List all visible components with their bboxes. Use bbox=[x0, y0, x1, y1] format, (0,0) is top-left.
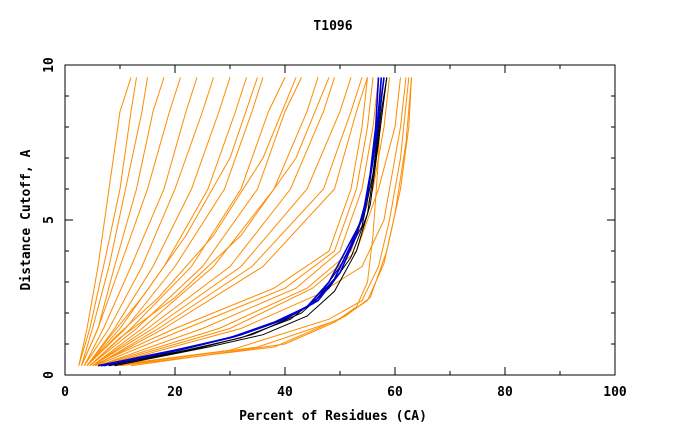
y-axis: 0 5 10 bbox=[42, 57, 615, 379]
x-tick-label: 100 bbox=[603, 385, 627, 400]
x-axis-label: Percent of Residues (CA) bbox=[239, 409, 427, 424]
series-line-models-steep-13 bbox=[92, 77, 335, 367]
series-line-models-steep-6 bbox=[83, 77, 214, 366]
series-line-models-steep-12 bbox=[92, 77, 319, 367]
x-tick-label: 0 bbox=[61, 385, 69, 400]
series-line-reference-32 bbox=[114, 77, 388, 367]
series-line-models-steep-11 bbox=[89, 77, 302, 367]
series-line-models-flat-29 bbox=[130, 77, 382, 367]
series-line-models-mid-21 bbox=[95, 77, 374, 367]
y-axis-label: Distance Cutoff, A bbox=[19, 149, 34, 290]
series-line-models-steep-17 bbox=[86, 77, 258, 367]
series-line-models-flat-28 bbox=[119, 77, 412, 367]
plot-area bbox=[78, 77, 412, 367]
series-line-models-steep-14 bbox=[92, 77, 352, 367]
x-tick-label: 80 bbox=[497, 385, 513, 400]
series-line-models-steep-7 bbox=[86, 77, 231, 366]
series-line-models-steep-0 bbox=[78, 77, 132, 366]
chart-title: T1096 bbox=[313, 19, 352, 34]
x-tick-label: 20 bbox=[167, 385, 183, 400]
series-line-models-steep-9 bbox=[86, 77, 264, 367]
series-line-models-mid-25 bbox=[103, 77, 407, 367]
series-line-models-steep-15 bbox=[95, 77, 363, 367]
series-line-models-mid-20 bbox=[92, 77, 368, 367]
y-tick-label: 10 bbox=[42, 57, 57, 73]
series-line-models-steep-4 bbox=[81, 77, 181, 366]
series-line-models-steep-8 bbox=[86, 77, 247, 367]
x-tick-label: 40 bbox=[277, 385, 293, 400]
y-tick-label: 5 bbox=[42, 216, 57, 224]
series-line-models-mid-22 bbox=[97, 77, 379, 367]
series-line-models-flat-26 bbox=[108, 77, 410, 367]
series-line-models-steep-1 bbox=[78, 77, 137, 366]
series-line-models-steep-5 bbox=[83, 77, 198, 366]
series-line-models-steep-18 bbox=[86, 77, 297, 367]
x-tick-label: 60 bbox=[387, 385, 403, 400]
series-line-models-steep-19 bbox=[89, 77, 330, 367]
series-line-reference-30 bbox=[103, 77, 385, 367]
y-tick-label: 0 bbox=[42, 371, 57, 379]
x-axis: 0 20 40 60 80 100 bbox=[61, 65, 627, 400]
series-line-models-steep-2 bbox=[81, 77, 148, 366]
series-line-models-mid-23 bbox=[97, 77, 390, 367]
series-line-models-steep-16 bbox=[95, 77, 368, 367]
series-line-highlight-35 bbox=[103, 77, 385, 367]
